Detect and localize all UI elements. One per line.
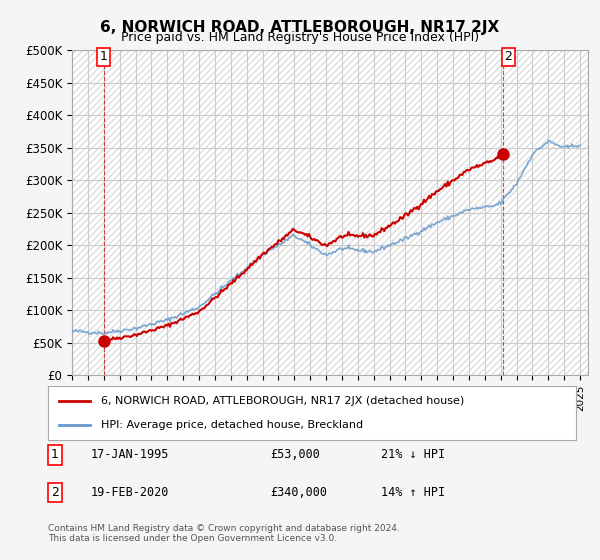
Text: 1: 1 [100, 50, 107, 63]
Text: 2: 2 [50, 486, 59, 500]
Text: £340,000: £340,000 [270, 486, 327, 500]
Text: £53,000: £53,000 [270, 449, 320, 461]
Text: Price paid vs. HM Land Registry's House Price Index (HPI): Price paid vs. HM Land Registry's House … [121, 31, 479, 44]
Text: Contains HM Land Registry data © Crown copyright and database right 2024.
This d: Contains HM Land Registry data © Crown c… [48, 524, 400, 543]
Text: 19-FEB-2020: 19-FEB-2020 [90, 486, 169, 500]
Text: 17-JAN-1995: 17-JAN-1995 [90, 449, 169, 461]
Text: 21% ↓ HPI: 21% ↓ HPI [380, 449, 445, 461]
Text: 2: 2 [504, 50, 512, 63]
Text: 1: 1 [50, 449, 59, 461]
Text: 6, NORWICH ROAD, ATTLEBOROUGH, NR17 2JX: 6, NORWICH ROAD, ATTLEBOROUGH, NR17 2JX [100, 20, 500, 35]
Text: 6, NORWICH ROAD, ATTLEBOROUGH, NR17 2JX (detached house): 6, NORWICH ROAD, ATTLEBOROUGH, NR17 2JX … [101, 396, 464, 407]
Text: HPI: Average price, detached house, Breckland: HPI: Average price, detached house, Brec… [101, 419, 363, 430]
Text: 14% ↑ HPI: 14% ↑ HPI [380, 486, 445, 500]
